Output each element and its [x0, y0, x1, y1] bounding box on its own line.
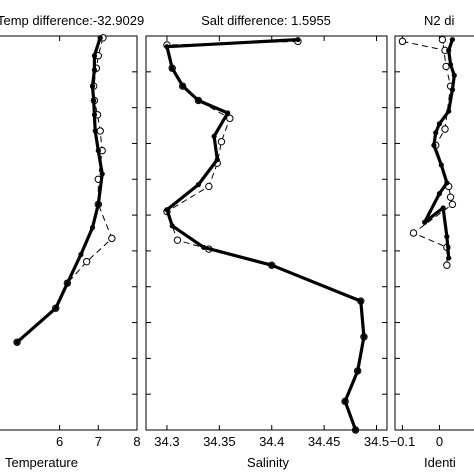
n2-thick-point	[446, 255, 452, 261]
temperature-thick-point	[91, 53, 98, 59]
n2-dashed-point	[446, 193, 455, 201]
temperature-thick-point	[89, 83, 96, 89]
n2-panel-series	[398, 35, 457, 269]
salinity-thick-point	[225, 110, 231, 116]
salinity-thick-point	[214, 156, 220, 163]
salinity-panel-xlabel: Salinity	[247, 455, 289, 470]
salinity-thick-point	[169, 65, 175, 71]
n2-x-tick-label: 0	[436, 434, 443, 449]
temperature-panel-ticks: 6 7 8	[56, 36, 141, 449]
salinity-panel-title: Salt difference: 1.5955	[201, 13, 331, 28]
n2-panel-xlabel: Identi	[424, 455, 456, 470]
temperature-thick-point	[99, 171, 105, 177]
salinity-thick-point	[195, 97, 201, 104]
temperature-panel: Temp difference:-32.9029 6 7 8 Temperature	[0, 13, 144, 470]
n2-dashed-point	[441, 125, 449, 133]
n2-thick-point	[447, 62, 454, 68]
salinity-thick-point	[269, 262, 275, 268]
salinity-thick-point	[195, 182, 201, 188]
n2-thick-point	[446, 108, 452, 114]
n2-thick-point	[446, 47, 452, 53]
temperature-thick-point	[91, 112, 98, 118]
salinity-thick-point	[211, 133, 217, 139]
temperature-thick-point	[78, 251, 84, 258]
salinity-panel-ticks: 34.3 34.35 34.4 34.45 34.5	[146, 36, 389, 449]
temperature-thick-point	[14, 339, 20, 345]
salinity-x-tick-label: 34.5	[364, 434, 389, 449]
temperature-thick-point	[53, 305, 59, 311]
temperature-thick-point	[97, 35, 103, 41]
salinity-x-tick-label: 34.3	[154, 434, 179, 449]
salinity-thick-point	[164, 44, 170, 50]
temperature-dashed-point	[96, 127, 104, 135]
salinity-dashed-point	[205, 182, 213, 191]
temperature-dashed-point	[83, 257, 91, 266]
n2-dashed-point	[398, 37, 407, 46]
temperature-thick-point	[95, 148, 101, 154]
salinity-dashed-point	[217, 137, 226, 146]
n2-x-tick-label: −0.1	[390, 434, 416, 449]
n2-thick-point	[431, 142, 437, 148]
temperature-thick-point	[95, 201, 101, 207]
n2-thick-point	[451, 72, 457, 78]
salinity-panel-frame	[145, 35, 388, 431]
n2-dashed-point	[409, 229, 418, 237]
salinity-panel: Salt difference: 1.5955 34.3 34.35 34.4 34.…	[145, 13, 389, 470]
salinity-thick-point	[169, 223, 175, 229]
salinity-series-line-thick	[165, 37, 366, 432]
temperature-series-line-thick	[15, 36, 104, 344]
salinity-thick-point	[352, 427, 359, 433]
temperature-x-tick-label: 8	[133, 434, 140, 449]
n2-thick-point	[436, 121, 443, 127]
n2-panel: N2 di −0.1 0 Identi	[390, 13, 474, 470]
temperature-panel-xlabel: Temperature	[5, 455, 78, 470]
temperature-x-tick-label: 7	[95, 434, 102, 449]
salinity-x-tick-label: 34.45	[308, 434, 341, 449]
n2-thick-point	[449, 36, 456, 43]
n2-panel-title: N2 di	[424, 13, 454, 28]
temperature-thick-point	[91, 67, 98, 73]
n2-dashed-point	[443, 261, 451, 269]
n2-thick-point	[422, 219, 428, 225]
temperature-series-line-dashed	[16, 37, 113, 343]
salinity-thick-point	[342, 398, 348, 404]
n2-dashed-point	[448, 200, 457, 209]
n2-panel-ticks: −0.1 0	[390, 36, 443, 449]
n2-thick-point	[436, 191, 443, 197]
n2-dashed-point	[438, 35, 447, 44]
n2-panel-frame	[394, 35, 474, 431]
salinity-x-tick-label: 34.4	[259, 434, 284, 449]
n2-series-line-thick	[423, 37, 456, 260]
temperature-thick-point	[92, 128, 98, 134]
n2-thick-point	[449, 87, 456, 93]
salinity-panel-series	[163, 36, 368, 434]
temperature-dashed-point	[108, 234, 116, 243]
temperature-panel-title: Temp difference:-32.9029	[0, 13, 144, 28]
temperature-panel-series	[13, 34, 116, 346]
n2-thick-point	[444, 180, 450, 186]
temperature-thick-point	[89, 225, 96, 231]
salinity-thick-point	[295, 36, 301, 43]
salinity-dashed-point	[226, 114, 234, 123]
temperature-panel-frame	[0, 35, 138, 431]
salinity-thick-point	[361, 334, 367, 340]
n2-thick-point	[444, 233, 450, 240]
salinity-x-tick-label: 34.35	[203, 434, 236, 449]
temperature-thick-point	[91, 97, 97, 104]
salinity-thick-point	[201, 244, 207, 250]
temperature-thick-point	[64, 280, 70, 286]
n2-thick-point	[433, 130, 439, 136]
temperature-x-tick-label: 6	[56, 434, 63, 449]
salinity-thick-point	[355, 368, 361, 374]
n2-thick-point	[438, 162, 444, 168]
salinity-thick-point	[358, 298, 364, 304]
salinity-dashed-point	[173, 236, 182, 244]
salinity-thick-point	[164, 207, 170, 213]
salinity-thick-point	[180, 83, 186, 89]
n2-thick-point	[440, 205, 446, 211]
